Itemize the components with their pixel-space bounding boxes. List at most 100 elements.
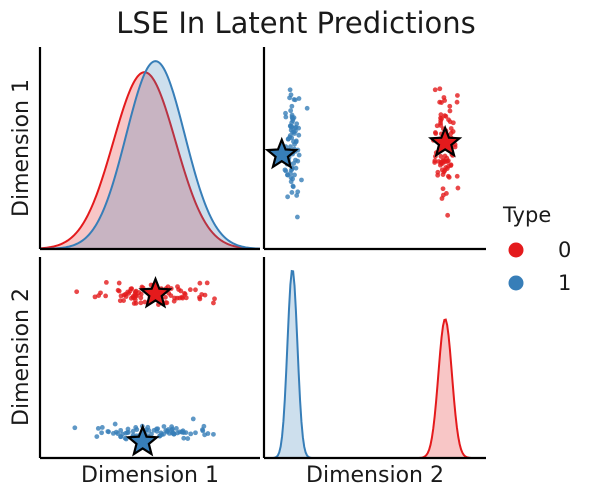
scatter-point-type-0 — [128, 295, 134, 301]
legend-marker-1 — [508, 275, 524, 291]
scatter-point-type-0 — [450, 129, 456, 134]
scatter-point-type-0 — [454, 99, 460, 105]
scatter-point-type-1 — [294, 193, 300, 198]
scatter-point-type-0 — [98, 290, 103, 296]
kde-fill-type-1 — [264, 271, 486, 458]
scatter-point-type-0 — [438, 154, 444, 159]
scatter-point-type-1 — [72, 425, 78, 431]
scatter-point-type-1 — [130, 428, 136, 434]
scatter-point-type-1 — [188, 431, 194, 437]
scatter-point-type-0 — [197, 280, 203, 286]
scatter-point-type-1 — [293, 165, 299, 171]
scatter-point-type-1 — [125, 426, 131, 432]
scatter-point-type-0 — [439, 116, 444, 122]
scatter-point-type-1 — [174, 426, 179, 431]
scatter-point-type-1 — [211, 431, 216, 437]
scatter-point-type-1 — [285, 194, 291, 200]
scatter-point-type-0 — [434, 123, 440, 129]
scatter-point-type-1 — [294, 214, 300, 220]
centroid-star-type-0 — [138, 275, 173, 309]
scatter-point-type-1 — [283, 110, 288, 116]
scatter-point-type-1 — [288, 144, 293, 150]
scatter-point-type-1 — [181, 435, 187, 441]
scatter-point-type-0 — [445, 173, 451, 179]
scatter-point-type-0 — [454, 173, 460, 179]
scatter-point-type-0 — [204, 280, 210, 286]
panel-dim1-kde — [39, 60, 261, 250]
scatter-point-type-0 — [443, 113, 449, 119]
scatter-point-type-0 — [432, 87, 438, 93]
scatter-point-type-0 — [193, 287, 198, 293]
x-axis-label-col1: Dimension 1 — [81, 463, 219, 488]
scatter-point-type-0 — [132, 291, 138, 297]
scatter-point-type-1 — [179, 429, 185, 435]
scatter-point-type-1 — [175, 430, 180, 436]
x-axis-label-col2: Dimension 2 — [306, 463, 444, 488]
scatter-point-type-0 — [179, 294, 185, 300]
scatter-point-type-1 — [294, 121, 300, 127]
kde-line-type-1 — [39, 60, 261, 250]
scatter-point-type-0 — [433, 131, 439, 136]
legend: Type 0 1 — [502, 203, 571, 295]
legend-title: Type — [502, 203, 551, 227]
scatter-point-type-0 — [442, 153, 448, 159]
scatter-point-type-1 — [289, 103, 295, 109]
centroid-star-type-0 — [428, 124, 463, 158]
scatter-point-type-1 — [146, 428, 152, 433]
scatter-point-type-1 — [95, 426, 101, 431]
centroid-star-type-1 — [125, 423, 160, 457]
scatter-point-type-1 — [288, 108, 294, 114]
scatter-point-type-1 — [105, 429, 111, 434]
scatter-point-type-0 — [138, 295, 144, 301]
scatter-point-type-1 — [299, 177, 304, 183]
scatter-point-type-1 — [289, 124, 295, 130]
scatter-point-type-0 — [74, 289, 80, 295]
scatter-point-type-0 — [438, 123, 444, 128]
scatter-point-type-1 — [165, 427, 171, 432]
scatter-point-type-0 — [432, 160, 438, 165]
scatter-point-type-0 — [165, 284, 171, 290]
scatter-point-type-1 — [290, 184, 296, 190]
scatter-point-type-0 — [138, 300, 144, 306]
scatter-point-type-0 — [182, 290, 187, 296]
scatter-point-type-1 — [285, 172, 291, 178]
scatter-point-type-1 — [190, 416, 196, 422]
scatter-point-type-1 — [293, 128, 298, 134]
scatter-point-type-0 — [455, 185, 461, 191]
scatter-point-type-1 — [155, 426, 161, 432]
scatter-point-type-1 — [288, 179, 294, 185]
scatter-point-type-1 — [289, 190, 295, 195]
scatter-point-type-0 — [138, 291, 144, 297]
scatter-point-type-0 — [437, 162, 443, 168]
scatter-point-type-1 — [291, 97, 297, 102]
scatter-point-type-1 — [149, 431, 154, 437]
scatter-point-type-0 — [131, 301, 137, 306]
scatter-point-type-1 — [99, 430, 104, 436]
chart-title: LSE In Latent Predictions — [116, 6, 476, 40]
scatter-point-type-0 — [452, 144, 458, 150]
panel-dim2-vs-dim1-scatter — [72, 275, 217, 457]
scatter-point-type-0 — [445, 212, 451, 218]
scatter-point-type-0 — [116, 280, 122, 286]
scatter-point-type-0 — [447, 103, 453, 109]
scatter-point-type-1 — [118, 434, 124, 440]
panel-dim1-vs-dim2-scatter — [264, 86, 463, 220]
kde-fill-type-0 — [40, 72, 260, 249]
scatter-point-type-1 — [292, 172, 297, 178]
scatter-point-type-0 — [455, 93, 460, 98]
scatter-point-type-0 — [103, 293, 109, 299]
scatter-point-type-1 — [200, 428, 206, 434]
scatter-point-type-0 — [197, 296, 203, 302]
centroid-star-type-1 — [264, 136, 299, 170]
scatter-point-type-0 — [442, 168, 448, 173]
scatter-point-type-0 — [128, 286, 134, 292]
scatter-point-type-1 — [202, 432, 208, 438]
y-axis-label-row2: Dimension 2 — [9, 288, 34, 426]
legend-label-0: 0 — [558, 238, 571, 262]
scatter-point-type-0 — [172, 295, 177, 301]
scatter-point-type-1 — [287, 95, 292, 101]
legend-marker-0 — [508, 242, 524, 258]
kde-fill-type-1 — [40, 61, 260, 249]
scatter-point-type-0 — [175, 284, 180, 289]
